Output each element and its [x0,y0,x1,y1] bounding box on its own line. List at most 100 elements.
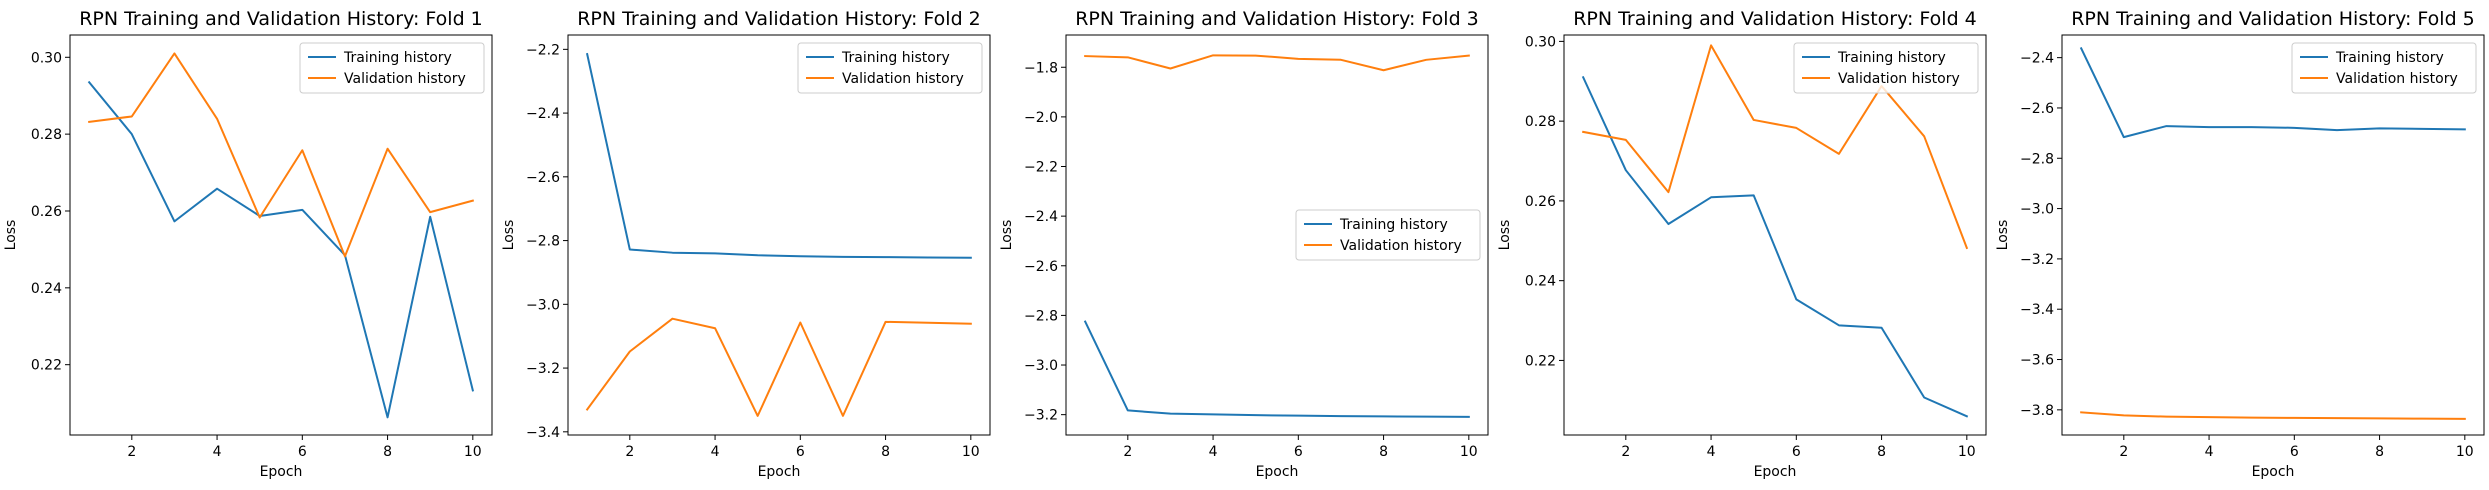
series-line-validation [88,52,475,258]
x-tick-label: 10 [2456,444,2474,460]
x-tick-label: 2 [1123,444,1132,460]
x-tick-label: 10 [1460,444,1478,460]
x-tick-label: 6 [1792,444,1801,460]
x-tick-label: 6 [1294,444,1303,460]
y-tick-label: −3.2 [526,361,560,377]
chart-title: RPN Training and Validation History: Fol… [577,8,981,30]
axes-frame [1563,34,1987,436]
y-tick-label: −3.4 [526,425,560,441]
y-tick-label: −2.6 [1024,259,1058,275]
chart-title: RPN Training and Validation History: Fol… [1075,8,1479,30]
y-tick-label: −2.8 [526,234,560,250]
y-tick-label: −2.2 [526,42,560,58]
series-line-validation [585,317,972,417]
y-tick-label: −2.4 [526,106,560,122]
series-line-training [2079,46,2466,139]
series-line-validation [1084,54,1470,72]
y-tick-label: −2.4 [1024,209,1058,225]
y-tick-label: −3.0 [2020,202,2054,218]
chart-panel-fold-1: RPN Training and Validation History: Fol… [3,8,493,480]
legend-box [1295,209,1481,261]
y-tick-label: 0.24 [1525,274,1556,290]
series-line-training [87,80,475,419]
x-tick-label: 2 [625,444,634,460]
y-tick-label: 0.28 [31,127,62,143]
y-tick-label: 0.28 [1525,114,1556,130]
x-tick-label: 6 [2290,444,2299,460]
legend-box [1793,42,1979,94]
y-tick-label: 0.26 [1525,194,1556,210]
y-tick-label: −2.8 [1024,308,1058,324]
legend: Training history Validation history [1793,42,1979,94]
chart-panel-fold-5: RPN Training and Validation History: Fol… [1995,8,2485,480]
x-tick-label: 8 [2375,444,2384,460]
legend-entry: Validation history [344,71,466,87]
chart-panel-fold-4: RPN Training and Validation History: Fol… [1497,8,1987,480]
axes-frame [2061,34,2485,436]
x-tick-label: 6 [796,444,805,460]
x-tick-label: 10 [1958,444,1976,460]
y-tick-label: −2.6 [2020,101,2054,117]
legend-box [797,42,983,94]
y-tick-label: 0.24 [31,281,62,297]
x-tick-label: 8 [881,444,890,460]
legend-entry: Training history [2335,50,2444,66]
y-tick-label: −3.0 [1024,358,1058,374]
legend: Training history Validation history [2291,42,2477,94]
legend-entry: Validation history [1838,71,1960,87]
series-line-validation [2080,411,2466,420]
x-tick-label: 4 [2205,444,2214,460]
series-line-training [585,52,972,259]
y-tick-label: 0.30 [1525,34,1556,50]
x-axis-label: Epoch [1256,464,1299,480]
chart-title: RPN Training and Validation History: Fol… [79,8,483,30]
x-axis-label: Epoch [260,464,303,480]
y-axis-label: Loss [3,220,19,251]
x-tick-label: 8 [1877,444,1886,460]
legend-box [299,42,485,94]
series-line-training [1083,320,1470,418]
y-axis-label: Loss [1995,220,2011,251]
y-tick-label: −3.0 [526,297,560,313]
y-tick-label: 0.22 [31,358,62,374]
x-tick-label: 4 [213,444,222,460]
series-line-validation [1582,44,1969,250]
legend-box [2291,42,2477,94]
x-tick-label: 6 [298,444,307,460]
legend-entry: Validation history [1340,238,1462,254]
chart-panel-fold-2: RPN Training and Validation History: Fol… [501,8,991,480]
y-tick-label: −2.8 [2020,151,2054,167]
legend: Training history Validation history [1295,209,1481,261]
chart-title: RPN Training and Validation History: Fol… [2071,8,2475,30]
legend-entry: Training history [1837,50,1946,66]
x-tick-label: 2 [127,444,136,460]
y-tick-label: −2.6 [526,170,560,186]
chart-panel-fold-3: RPN Training and Validation History: Fol… [999,8,1489,480]
legend-entry: Training history [343,50,452,66]
legend-entry: Validation history [2336,71,2458,87]
y-tick-label: 0.26 [31,204,62,220]
y-axis-label: Loss [999,220,1015,251]
x-axis-label: Epoch [2252,464,2295,480]
y-tick-label: 0.22 [1525,353,1556,369]
y-tick-label: 0.30 [31,50,62,66]
legend: Training history Validation history [299,42,485,94]
x-tick-label: 8 [383,444,392,460]
x-axis-label: Epoch [1754,464,1797,480]
legend-entry: Training history [841,50,950,66]
x-tick-label: 10 [962,444,980,460]
y-tick-label: −2.0 [1024,110,1058,126]
y-tick-label: −3.8 [2020,403,2054,419]
series-line-training [1581,75,1969,418]
x-tick-label: 2 [2119,444,2128,460]
axes-frame [69,34,493,436]
y-tick-label: −3.2 [1024,408,1058,424]
y-tick-label: −3.4 [2020,302,2054,318]
axes-frame [567,34,991,436]
y-tick-label: −3.6 [2020,353,2054,369]
axes-frame [1065,34,1489,436]
y-tick-label: −1.8 [1024,60,1058,76]
x-tick-label: 2 [1621,444,1630,460]
x-tick-label: 4 [1707,444,1716,460]
